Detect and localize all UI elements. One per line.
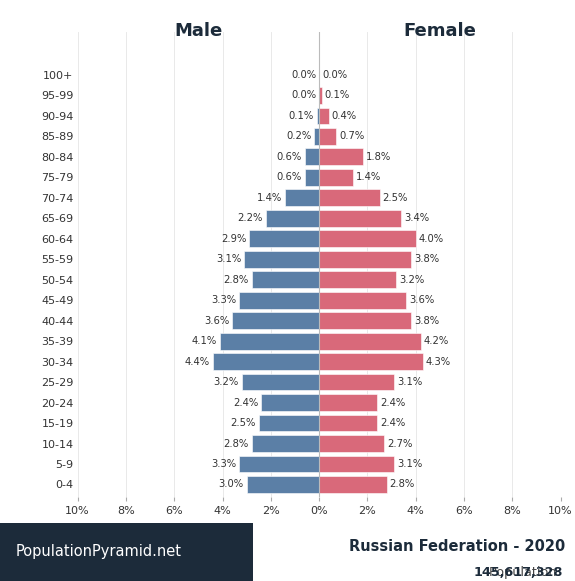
Bar <box>244 251 319 268</box>
Bar <box>266 210 319 227</box>
Text: 4.4%: 4.4% <box>185 357 210 367</box>
Text: 3.4%: 3.4% <box>404 213 430 223</box>
Bar <box>319 230 416 247</box>
Text: 3.1%: 3.1% <box>397 459 422 469</box>
Bar <box>251 435 319 452</box>
Text: 1.4%: 1.4% <box>356 173 381 182</box>
Text: 0.0%: 0.0% <box>322 70 347 80</box>
Text: 4.3%: 4.3% <box>426 357 451 367</box>
Text: 0.2%: 0.2% <box>286 131 312 141</box>
Text: 4.1%: 4.1% <box>192 336 217 346</box>
Text: 3.1%: 3.1% <box>216 254 241 264</box>
Bar <box>239 456 319 472</box>
Text: 0.0%: 0.0% <box>291 91 316 101</box>
Bar <box>319 394 377 411</box>
Bar <box>319 128 336 145</box>
Text: 3.2%: 3.2% <box>214 377 239 387</box>
Text: 2.7%: 2.7% <box>387 439 413 449</box>
Text: 2.4%: 2.4% <box>380 418 405 428</box>
Text: 2.4%: 2.4% <box>233 397 258 407</box>
Text: 0.1%: 0.1% <box>324 91 350 101</box>
Text: 0.1%: 0.1% <box>289 111 314 121</box>
Text: Russian Federation - 2020: Russian Federation - 2020 <box>349 539 565 554</box>
Bar <box>319 149 363 165</box>
Text: 1.4%: 1.4% <box>257 193 282 203</box>
Bar <box>319 312 411 329</box>
Bar <box>319 476 387 493</box>
Text: 4.0%: 4.0% <box>419 234 444 244</box>
Text: 2.8%: 2.8% <box>390 479 415 489</box>
Text: 0.6%: 0.6% <box>277 152 302 162</box>
Bar <box>319 456 394 472</box>
Bar <box>305 149 319 165</box>
Bar <box>319 271 396 288</box>
Bar <box>239 292 319 309</box>
Text: 1.8%: 1.8% <box>366 152 391 162</box>
Text: 2.9%: 2.9% <box>221 234 246 244</box>
Text: 4.2%: 4.2% <box>423 336 448 346</box>
Bar <box>251 271 319 288</box>
Text: 3.6%: 3.6% <box>204 315 229 326</box>
Bar <box>213 353 319 370</box>
Text: 0.6%: 0.6% <box>277 173 302 182</box>
Text: 3.6%: 3.6% <box>409 295 434 305</box>
Bar <box>319 353 423 370</box>
Bar <box>220 333 319 350</box>
Text: 3.8%: 3.8% <box>414 315 439 326</box>
Bar <box>319 333 420 350</box>
Bar <box>261 394 319 411</box>
Bar <box>319 87 321 104</box>
Bar <box>285 189 319 206</box>
Bar <box>247 476 319 493</box>
Bar <box>232 312 319 329</box>
Text: 2.5%: 2.5% <box>382 193 408 203</box>
Text: 2.4%: 2.4% <box>380 397 405 407</box>
Bar <box>319 292 406 309</box>
Bar <box>315 128 319 145</box>
Bar <box>319 435 384 452</box>
Text: 3.3%: 3.3% <box>212 295 236 305</box>
Bar <box>319 210 401 227</box>
Text: 2.2%: 2.2% <box>237 213 263 223</box>
Text: 0.4%: 0.4% <box>332 111 357 121</box>
Text: 3.1%: 3.1% <box>397 377 422 387</box>
Bar <box>249 230 319 247</box>
Text: Female: Female <box>404 22 476 40</box>
Text: 2.8%: 2.8% <box>223 439 248 449</box>
Text: 3.3%: 3.3% <box>212 459 236 469</box>
Bar <box>319 415 377 432</box>
Bar <box>319 169 353 186</box>
Text: Population:: Population: <box>489 566 565 579</box>
Bar <box>259 415 319 432</box>
Text: 2.5%: 2.5% <box>231 418 256 428</box>
Text: 0.0%: 0.0% <box>291 70 316 80</box>
Bar <box>317 107 319 124</box>
Bar <box>242 374 319 390</box>
Bar <box>319 189 380 206</box>
Text: 2.8%: 2.8% <box>223 275 248 285</box>
Bar <box>319 107 329 124</box>
Bar <box>305 169 319 186</box>
Text: 3.0%: 3.0% <box>218 479 244 489</box>
Text: PopulationPyramid.net: PopulationPyramid.net <box>15 544 181 560</box>
Text: 0.7%: 0.7% <box>339 131 364 141</box>
Bar <box>319 251 411 268</box>
Text: 3.8%: 3.8% <box>414 254 439 264</box>
Text: 3.2%: 3.2% <box>399 275 424 285</box>
Text: 145,617,328: 145,617,328 <box>474 566 563 579</box>
Bar <box>319 374 394 390</box>
Text: Male: Male <box>174 22 223 40</box>
